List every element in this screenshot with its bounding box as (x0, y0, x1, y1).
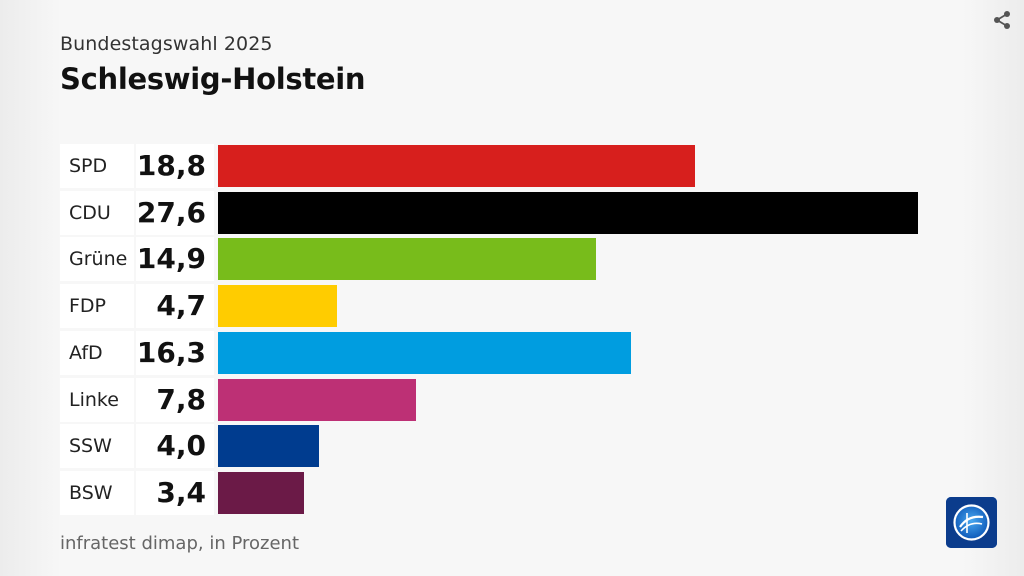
bar (218, 191, 918, 234)
data-label: 4,0 (136, 424, 214, 469)
bar-row: CDU 27,6 (60, 190, 940, 235)
data-label: 4,7 (136, 284, 214, 329)
category-label: FDP (60, 284, 134, 329)
bar (218, 285, 338, 328)
bar-row: BSW 3,4 (60, 470, 940, 515)
bar (218, 331, 632, 374)
bar-row: SSW 4,0 (60, 424, 940, 469)
bar-row: SPD 18,8 (60, 144, 940, 188)
data-label: 7,8 (136, 377, 214, 422)
category-label: AfD (60, 330, 134, 375)
bar-row: AfD 16,3 (60, 330, 940, 375)
data-label: 14,9 (136, 237, 214, 282)
bar-row: Linke 7,8 (60, 377, 940, 422)
category-label: BSW (60, 470, 134, 515)
bar (218, 471, 305, 514)
bar (218, 378, 416, 421)
data-label: 16,3 (136, 330, 214, 375)
bar (218, 145, 695, 187)
category-label: SSW (60, 424, 134, 469)
chart-title: Schleswig-Holstein (60, 62, 366, 96)
bar (218, 425, 320, 468)
share-icon[interactable] (992, 10, 1012, 30)
data-label: 18,8 (136, 144, 214, 188)
chart-subtitle: Bundestagswahl 2025 (60, 33, 273, 55)
bar (218, 238, 596, 281)
chart-source: infratest dimap, in Prozent (60, 533, 300, 554)
category-label: CDU (60, 190, 134, 235)
broadcaster-logo-icon (946, 497, 997, 548)
category-label: SPD (60, 144, 134, 188)
category-label: Grüne (60, 237, 134, 282)
data-label: 3,4 (136, 470, 214, 515)
category-label: Linke (60, 377, 134, 422)
bar-row: FDP 4,7 (60, 284, 940, 329)
bar-row: Grüne 14,9 (60, 237, 940, 282)
data-label: 27,6 (136, 190, 214, 235)
